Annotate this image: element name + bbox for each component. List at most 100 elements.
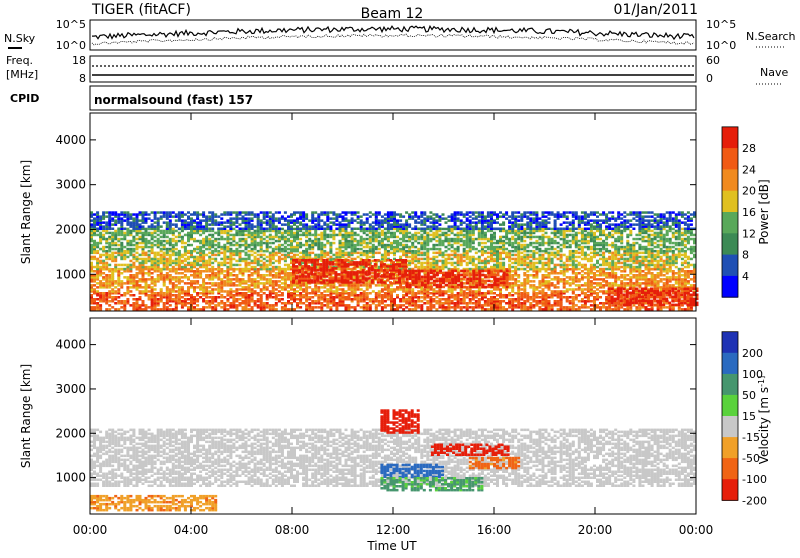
heatmap-cell	[408, 296, 411, 299]
heatmap-cell	[166, 272, 169, 275]
heatmap-cell	[578, 284, 581, 287]
heatmap-cell	[157, 238, 160, 241]
heatmap-cell	[542, 274, 545, 277]
heatmap-cell	[535, 262, 538, 265]
heatmap-cell	[587, 306, 590, 309]
heatmap-cell	[214, 248, 217, 251]
heatmap-cell	[232, 244, 235, 247]
heatmap-cell	[305, 248, 308, 251]
heatmap-cell	[220, 236, 223, 239]
heatmap-cell	[96, 302, 99, 305]
heatmap-cell	[442, 302, 445, 305]
heatmap-cell	[242, 286, 245, 289]
heatmap-cell	[575, 264, 578, 267]
heatmap-cell	[381, 238, 384, 241]
heatmap-cell	[263, 302, 266, 305]
heatmap-cell	[526, 306, 529, 309]
heatmap-cell	[145, 266, 148, 269]
heatmap-cell	[517, 284, 520, 287]
heatmap-cell	[575, 308, 578, 311]
heatmap-cell	[557, 272, 560, 275]
heatmap-cell	[226, 266, 229, 269]
heatmap-cell	[187, 256, 190, 259]
heatmap-cell	[226, 290, 229, 293]
heatmap-cell	[102, 230, 105, 233]
heatmap-cell	[332, 230, 335, 233]
heatmap-cell	[278, 284, 281, 287]
heatmap-cell	[393, 240, 396, 243]
heatmap-cell	[487, 252, 490, 255]
heatmap-cell	[342, 234, 345, 237]
heatmap-cell	[232, 268, 235, 271]
heatmap-cell	[451, 262, 454, 265]
heatmap-cell	[317, 234, 320, 237]
heatmap-cell	[302, 244, 305, 247]
heatmap-cell	[511, 270, 514, 273]
heatmap-cell	[320, 232, 323, 235]
heatmap-cell	[160, 268, 163, 271]
heatmap-cell	[126, 264, 129, 267]
heatmap-cell	[196, 298, 199, 301]
heatmap-cell	[578, 294, 581, 297]
heatmap-cell	[232, 264, 235, 267]
heatmap-cell	[132, 302, 135, 305]
heatmap-cell	[663, 306, 666, 309]
heatmap-cell	[578, 252, 581, 255]
heatmap-cell	[157, 308, 160, 311]
heatmap-cell	[414, 232, 417, 235]
heatmap-cell	[423, 266, 426, 269]
heatmap-cell	[269, 246, 272, 249]
heatmap-cell	[469, 306, 472, 309]
heatmap-cell	[508, 298, 511, 301]
heatmap-cell	[239, 264, 242, 267]
heatmap-cell	[208, 282, 211, 285]
heatmap-cell	[114, 286, 117, 289]
heatmap-cell	[542, 254, 545, 257]
heatmap-cell	[687, 262, 690, 265]
heatmap-cell	[545, 292, 548, 295]
heatmap-cell	[157, 292, 160, 295]
heatmap-cell	[305, 304, 308, 307]
heatmap-cell	[360, 306, 363, 309]
heatmap-cell	[196, 268, 199, 271]
heatmap-cell	[657, 280, 660, 283]
heatmap-cell	[154, 252, 157, 255]
heatmap-cell	[217, 242, 220, 245]
heatmap-cell	[129, 240, 132, 243]
heatmap-cell	[287, 272, 290, 275]
heatmap-cell	[235, 260, 238, 263]
heatmap-cell	[232, 278, 235, 281]
heatmap-cell	[260, 282, 263, 285]
heatmap-cell	[120, 300, 123, 303]
heatmap-cell	[296, 298, 299, 301]
nsky-strip: N.Sky 10^5 10^0 10^5 10^0 N.Search	[4, 18, 796, 52]
heatmap-cell	[242, 250, 245, 253]
heatmap-cell	[117, 300, 120, 303]
heatmap-cell	[293, 254, 296, 257]
heatmap-cell	[620, 262, 623, 265]
heatmap-cell	[99, 248, 102, 251]
heatmap-cell	[517, 280, 520, 283]
heatmap-cell	[454, 302, 457, 305]
heatmap-cell	[581, 264, 584, 267]
heatmap-cell	[363, 250, 366, 253]
heatmap-cell	[129, 264, 132, 267]
heatmap-cell	[487, 290, 490, 293]
heatmap-cell	[299, 238, 302, 241]
heatmap-cell	[690, 264, 693, 267]
heatmap-cell	[514, 258, 517, 261]
heatmap-cell	[126, 248, 129, 251]
heatmap-cell	[332, 242, 335, 245]
heatmap-cell	[423, 252, 426, 255]
heatmap-cell	[348, 304, 351, 307]
heatmap-cell	[266, 294, 269, 297]
heatmap-cell	[223, 280, 226, 283]
heatmap-cell	[269, 268, 272, 271]
heatmap-cell	[348, 292, 351, 295]
heatmap-cell	[132, 254, 135, 257]
heatmap-cell	[684, 260, 687, 263]
heatmap-cell	[605, 306, 608, 309]
heatmap-cell	[369, 230, 372, 233]
heatmap-cell	[181, 272, 184, 275]
heatmap-cell	[302, 294, 305, 297]
